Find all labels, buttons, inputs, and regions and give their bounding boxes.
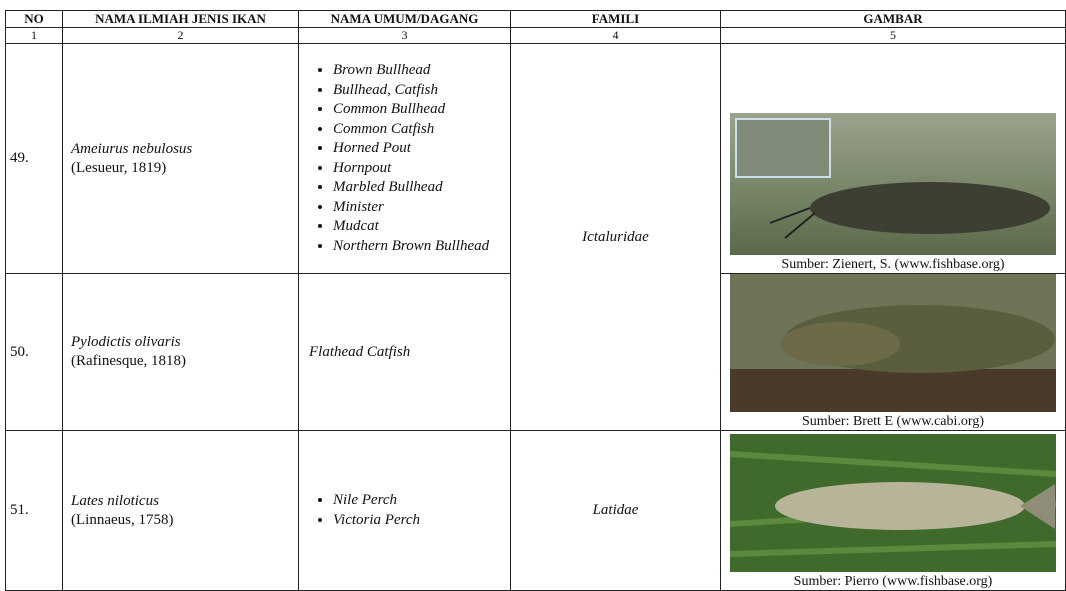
header: NAMA ILMIAH JENIS IKAN [62, 10, 299, 28]
common-name: Horned Pout [333, 139, 510, 159]
name-list: Nile PerchVictoria Perch [309, 491, 510, 530]
author: (Rafinesque, 1818) [71, 353, 186, 369]
image-caption: Sumber: Zienert, S. (www.fishbase.org) [781, 257, 1005, 272]
row: 50. Pylodictis olivaris (Rafinesque, 1818… [5, 273, 1066, 431]
fish-image [730, 113, 1056, 255]
family: Latidae [510, 430, 721, 591]
common-names: Flathead Catfish [298, 273, 511, 431]
column-number: 5 [720, 27, 1066, 44]
name-list: Brown BullheadBullhead, CatfishCommon Bu… [309, 61, 510, 256]
row-number: 51. [5, 430, 63, 591]
fish-table: NO NAMA ILMIAH JENIS IKAN NAMA UMUM/DAGA… [5, 10, 1066, 591]
common-name: Nile Perch [333, 491, 510, 511]
image-cell: Sumber: Zienert, S. (www.fishbase.org) [720, 43, 1066, 274]
author: (Lesueur, 1819) [71, 159, 167, 176]
common-name: Bullhead, Catfish [333, 81, 510, 101]
header: NO [5, 10, 63, 28]
header: FAMILI [510, 10, 721, 28]
image-cell: Sumber: Brett E (www.cabi.org) [720, 273, 1066, 431]
fish-image [730, 434, 1056, 572]
common-name: Hornpout [333, 159, 510, 179]
species: Ameiurus nebulosus [71, 140, 193, 157]
species-cell: Pylodictis olivaris (Rafinesque, 1818) [62, 273, 299, 431]
common-names: Nile PerchVictoria Perch [298, 430, 511, 591]
common-name: Brown Bullhead [333, 61, 510, 81]
column-number: 4 [510, 27, 721, 44]
image-caption: Sumber: Brett E (www.cabi.org) [802, 414, 984, 429]
common-name: Victoria Perch [333, 511, 510, 531]
header-row: NO NAMA ILMIAH JENIS IKAN NAMA UMUM/DAGA… [5, 10, 1066, 28]
common-name: Common Catfish [333, 120, 510, 140]
image-cell: Sumber: Pierro (www.fishbase.org) [720, 430, 1066, 591]
author: (Linnaeus, 1758) [71, 511, 174, 528]
species: Pylodictis olivaris [71, 334, 181, 350]
common-name: Flathead Catfish [309, 343, 411, 360]
family: Ictaluridae [510, 43, 721, 431]
image-caption: Sumber: Pierro (www.fishbase.org) [793, 574, 993, 589]
row: 51. Lates niloticus (Linnaeus, 1758) Nile… [5, 430, 1066, 591]
column-number: 1 [5, 27, 63, 44]
header: GAMBAR [720, 10, 1066, 28]
row: 49. Ameiurus nebulosus (Lesueur, 1819) Br… [5, 43, 1066, 431]
species: Lates niloticus [71, 492, 159, 509]
column-number: 2 [62, 27, 299, 44]
header: NAMA UMUM/DAGANG [298, 10, 511, 28]
common-name: Common Bullhead [333, 100, 510, 120]
common-name: Mudcat [333, 217, 510, 237]
common-name: Northern Brown Bullhead [333, 237, 510, 257]
fish-image [730, 274, 1056, 412]
common-name: Minister [333, 198, 510, 218]
number-row: 1 2 3 4 5 [5, 27, 1066, 44]
species-cell: Ameiurus nebulosus (Lesueur, 1819) [62, 43, 299, 274]
column-number: 3 [298, 27, 511, 44]
species-cell: Lates niloticus (Linnaeus, 1758) [62, 430, 299, 591]
common-name: Marbled Bullhead [333, 178, 510, 198]
row-number: 49. [5, 43, 63, 274]
common-names: Brown BullheadBullhead, CatfishCommon Bu… [298, 43, 511, 274]
row-number: 50. [5, 273, 63, 431]
